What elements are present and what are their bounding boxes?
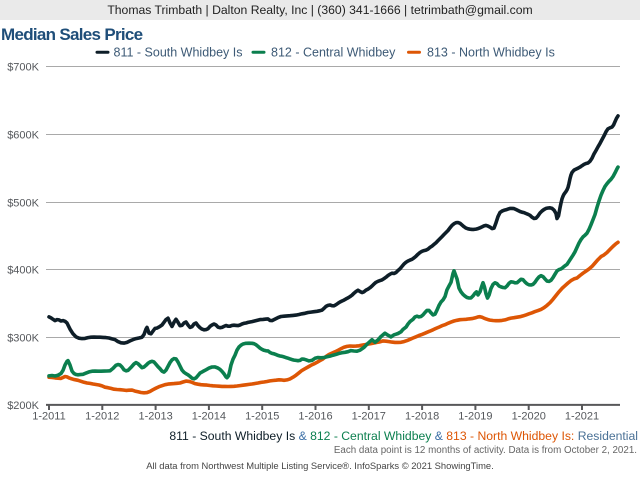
svg-text:1-2012: 1-2012 (85, 411, 119, 423)
svg-text:$500K: $500K (7, 197, 39, 209)
svg-text:$600K: $600K (7, 129, 39, 141)
svg-text:811 - South Whidbey Is: 811 - South Whidbey Is (114, 46, 243, 60)
svg-text:1-2011: 1-2011 (32, 411, 65, 423)
svg-text:813 - North Whidbey Is: 813 - North Whidbey Is (427, 46, 555, 60)
svg-text:1-2018: 1-2018 (405, 411, 439, 423)
svg-text:812 - Central Whidbey: 812 - Central Whidbey (271, 46, 396, 60)
svg-text:$700K: $700K (7, 61, 39, 73)
svg-text:1-2017: 1-2017 (352, 411, 386, 423)
svg-text:1-2016: 1-2016 (298, 411, 332, 423)
svg-text:1-2015: 1-2015 (245, 411, 279, 423)
svg-text:$200K: $200K (7, 400, 39, 412)
svg-text:1-2013: 1-2013 (138, 411, 172, 423)
svg-text:1-2014: 1-2014 (192, 411, 226, 423)
svg-text:$300K: $300K (7, 332, 39, 344)
svg-text:$400K: $400K (7, 264, 39, 276)
svg-text:1-2019: 1-2019 (458, 411, 492, 423)
svg-text:1-2021: 1-2021 (565, 411, 599, 423)
svg-text:1-2020: 1-2020 (512, 411, 546, 423)
